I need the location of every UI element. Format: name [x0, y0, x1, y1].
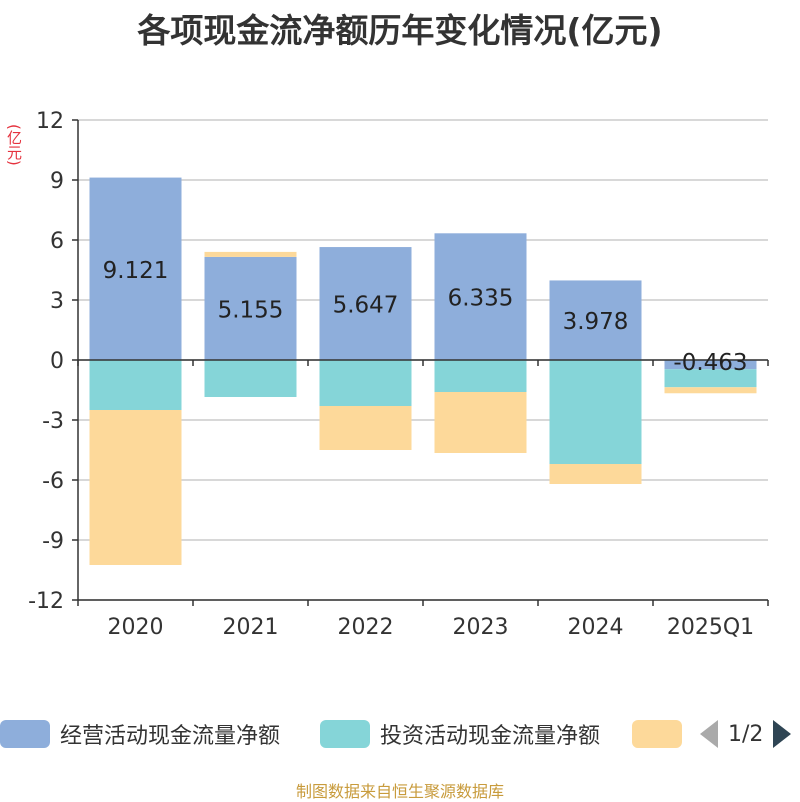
legend: 经营活动现金流量净额 投资活动现金流量净额 1/2 — [0, 714, 800, 754]
y-tick-label: 0 — [50, 349, 64, 374]
bar-investing-2021 — [204, 360, 297, 397]
legend-item-financing[interactable] — [632, 714, 682, 754]
y-tick-label: 9 — [50, 169, 64, 194]
bar-operating-2021 — [204, 256, 297, 360]
bar-investing-2024 — [549, 360, 642, 464]
legend-label-operating: 经营活动现金流量净额 — [60, 724, 281, 749]
data-label-2023: 6.335 — [448, 286, 514, 312]
x-tick-label-2021: 2021 — [223, 615, 279, 640]
bar-financing-2024 — [549, 464, 642, 484]
legend-swatch-investing — [320, 720, 370, 748]
x-tick-label-2022: 2022 — [338, 615, 394, 640]
x-tick-label-2025Q1: 2025Q1 — [667, 615, 754, 640]
data-label-2024: 3.978 — [563, 309, 629, 335]
y-tick-label: -9 — [42, 529, 64, 554]
x-tick-label-2023: 2023 — [453, 615, 509, 640]
legend-prev-arrow-icon[interactable] — [700, 720, 718, 748]
source-note: 制图数据来自恒生聚源数据库 — [295, 782, 504, 801]
y-tick-label: 12 — [36, 109, 64, 134]
legend-pager: 1/2 — [700, 714, 792, 754]
data-label-2025Q1: -0.463 — [673, 350, 747, 376]
bar-investing-2022 — [319, 360, 412, 406]
legend-label-investing: 投资活动现金流量净额 — [380, 724, 601, 749]
y-tick-label: -12 — [28, 589, 64, 614]
data-label-2021: 5.155 — [218, 297, 284, 323]
bar-investing-2025Q1 — [664, 369, 757, 388]
data-label-2020: 9.121 — [103, 258, 169, 284]
bar-financing-2020 — [89, 410, 182, 565]
y-tick-label: 3 — [50, 289, 64, 314]
bar-operating-2025Q1 — [664, 360, 757, 370]
bar-financing-2021 — [204, 251, 297, 257]
legend-next-arrow-icon[interactable] — [773, 720, 792, 748]
x-tick-label-2024: 2024 — [568, 615, 624, 640]
bar-investing-2023 — [434, 360, 527, 392]
y-tick-label: 6 — [50, 229, 64, 254]
legend-item-investing[interactable]: 投资活动现金流量净额 — [320, 714, 600, 754]
bar-operating-2022 — [319, 247, 412, 360]
y-axis-unit-label: (亿元) — [5, 124, 23, 166]
bar-operating-2023 — [434, 233, 527, 360]
x-tick-label-2020: 2020 — [108, 615, 164, 640]
chart-title: 各项现金流净额历年变化情况(亿元) — [137, 11, 663, 50]
y-tick-label: -3 — [42, 409, 64, 434]
bar-financing-2022 — [319, 406, 412, 450]
bar-investing-2020 — [89, 360, 182, 410]
bar-financing-2023 — [434, 392, 527, 453]
bar-operating-2024 — [549, 280, 642, 360]
legend-item-operating[interactable]: 经营活动现金流量净额 — [0, 714, 280, 754]
data-label-2022: 5.647 — [333, 293, 399, 319]
y-tick-label: -6 — [42, 469, 64, 494]
legend-swatch-financing — [632, 720, 682, 748]
legend-page-indicator: 1/2 — [728, 721, 764, 747]
bar-financing-2025Q1 — [664, 387, 757, 394]
bar-operating-2020 — [89, 177, 182, 360]
legend-swatch-operating — [0, 720, 50, 748]
